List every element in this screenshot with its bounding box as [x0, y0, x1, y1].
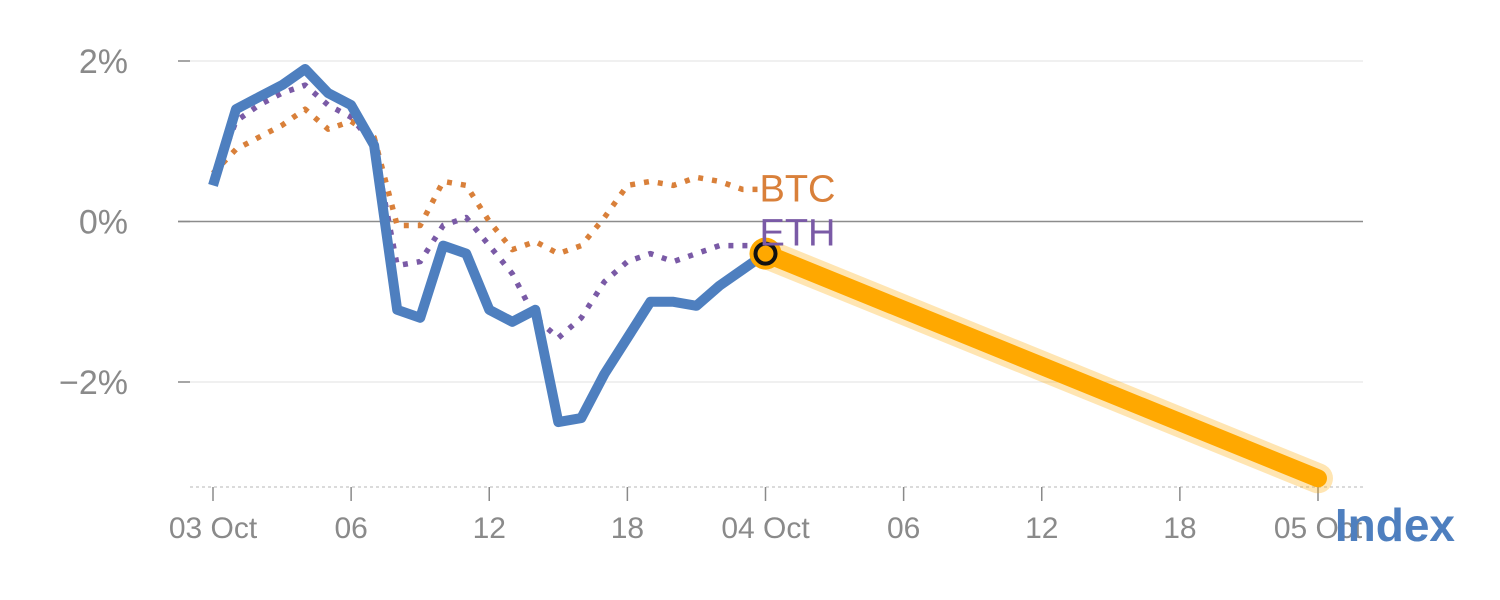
x-tick-label: 18 [611, 512, 644, 545]
x-tick-label: 03 Oct [169, 512, 258, 545]
series-layer [208, 64, 1333, 494]
series-line-index [208, 64, 769, 428]
series-line-eth [210, 82, 766, 341]
series-label-eth: ETH [760, 213, 836, 255]
series-label-btc: BTC [760, 168, 836, 210]
x-tick-label: 18 [1163, 512, 1196, 545]
series-line-btc [211, 106, 766, 257]
x-tick-label: 06 [887, 512, 920, 545]
y-tick-label: −2% [59, 364, 128, 402]
axis-layer: 2% 0% −2% 03 Oct 06 12 18 04 Oct 06 12 18 05 Oct [59, 43, 1365, 545]
x-tick-label: 12 [473, 512, 506, 545]
x-tick-label: 04 Oct [721, 512, 810, 545]
grid-layer [178, 60, 1363, 383]
marker-layer [749, 237, 782, 270]
x-tick-label: 05 Oct [1274, 512, 1363, 545]
index-corner-label: Index [1335, 499, 1456, 551]
x-tick-label: 06 [334, 512, 367, 545]
x-tick-label: 12 [1025, 512, 1058, 545]
y-tick-label: 2% [79, 43, 128, 81]
y-tick-label: 0% [79, 204, 128, 242]
projection-line [756, 244, 1327, 488]
current-point-ring [753, 241, 778, 266]
